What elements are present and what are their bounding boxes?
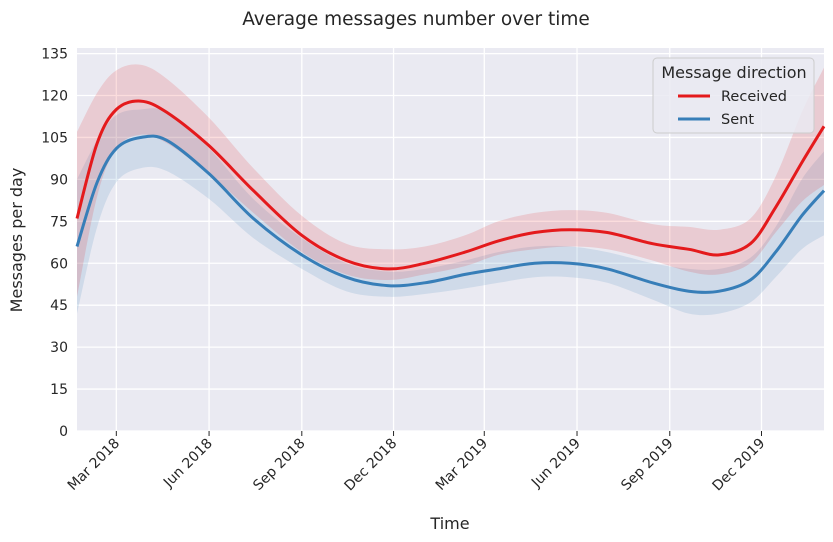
y-axis-label: Messages per day bbox=[7, 168, 26, 313]
y-tick-label: 30 bbox=[50, 340, 68, 356]
x-tick-label: Mar 2018 bbox=[65, 436, 123, 494]
series-lines bbox=[75, 99, 826, 294]
x-axis-label: Time bbox=[429, 514, 469, 533]
y-tick-label: 75 bbox=[50, 214, 68, 230]
legend-label-sent: Sent bbox=[721, 112, 754, 128]
y-tick-label: 135 bbox=[41, 47, 68, 63]
y-tick-labels: 0 15 30 45 60 75 90 105 120 135 bbox=[41, 47, 68, 440]
y-tick-label: 105 bbox=[41, 130, 68, 146]
y-tick-label: 15 bbox=[50, 382, 68, 398]
x-tick-labels: Mar 2018 Jun 2018 Sep 2018 Dec 2018 Mar 2019… bbox=[65, 436, 769, 495]
legend-label-received: Received bbox=[721, 89, 787, 105]
chart-title: Average messages number over time bbox=[242, 9, 590, 30]
y-tick-label: 120 bbox=[41, 89, 68, 105]
y-tick-label: 90 bbox=[50, 172, 68, 188]
y-tick-label: 45 bbox=[50, 298, 68, 314]
x-tick-label: Dec 2019 bbox=[710, 436, 769, 495]
x-tick-label: Sep 2018 bbox=[250, 436, 308, 494]
x-tick-label: Dec 2018 bbox=[342, 436, 401, 495]
x-tick-label: Jun 2019 bbox=[528, 436, 584, 492]
y-tick-label: 60 bbox=[50, 256, 68, 272]
x-tick-label: Mar 2019 bbox=[433, 436, 491, 494]
legend-title: Message direction bbox=[661, 63, 806, 82]
x-tick-label: Jun 2018 bbox=[160, 436, 216, 492]
x-tick-label: Sep 2019 bbox=[618, 436, 676, 494]
legend-box bbox=[652, 57, 815, 134]
series-line-received bbox=[75, 99, 826, 271]
confidence-band-sent bbox=[77, 108, 824, 316]
legend: Message direction Received Sent bbox=[652, 57, 815, 134]
series-line-sent bbox=[75, 134, 826, 294]
y-tick-label: 0 bbox=[59, 424, 68, 440]
